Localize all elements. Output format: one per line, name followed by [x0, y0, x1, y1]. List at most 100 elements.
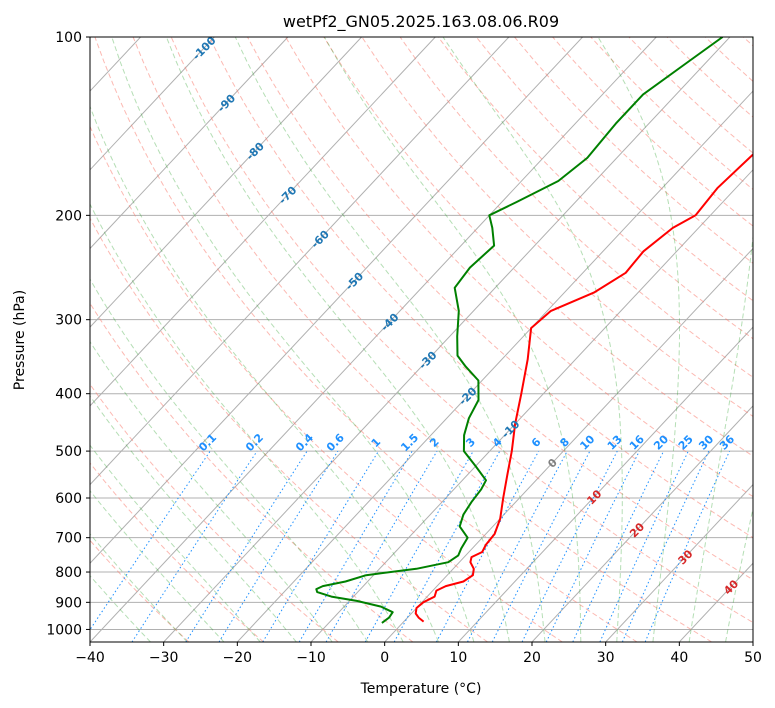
moist-adiabat-line: [688, 37, 753, 642]
moist-adiabat-line: [323, 37, 582, 642]
mixing-ratio-label: 16: [627, 432, 647, 452]
y-tick-label: 400: [55, 387, 82, 403]
moist-adiabat-line: [90, 278, 369, 642]
dry-adiabat-line: [399, 37, 753, 378]
moist-adiabat-line: [90, 105, 439, 642]
y-tick-label: 600: [55, 491, 82, 507]
dry-adiabat-line: [132, 37, 712, 642]
mixing-ratio-line: [644, 450, 731, 642]
isotherm-line: [605, 483, 753, 642]
x-tick-label: −40: [75, 650, 105, 666]
x-tick-label: 20: [523, 650, 541, 666]
y-tick-label: 800: [55, 565, 82, 581]
moist-adiabat-line: [90, 340, 333, 642]
mixing-ratio-line: [262, 450, 379, 642]
mixing-ratio-label: 3: [463, 435, 478, 450]
mixing-ratio-label: 10: [577, 432, 597, 452]
isotherm-line: [457, 326, 753, 642]
dry-adiabat-line: [437, 37, 753, 340]
isotherm-line: [90, 37, 289, 250]
isotherm-line: [90, 37, 657, 642]
moist-adiabat-line: [111, 37, 475, 642]
mixing-ratio-line: [218, 450, 339, 642]
mixing-ratio-line: [467, 450, 568, 642]
mixing-ratio-line: [185, 450, 308, 642]
dry-adiabat-line: [323, 37, 753, 457]
mixing-ratio-line: [521, 450, 618, 642]
x-tick-label: −20: [223, 650, 253, 666]
mixing-ratio-label: 25: [676, 433, 696, 453]
dry-adiabat-line: [247, 37, 753, 539]
y-axis-ticks: 100 200 300 400 500 600 700 800 900 1000: [46, 30, 90, 638]
isotherm-line: [678, 562, 753, 642]
dry-adiabat-line: [90, 383, 339, 642]
isotherm-line: [163, 37, 731, 642]
dry-adiabat-line: [170, 37, 753, 624]
dry-adiabat-line: [704, 37, 753, 83]
dry-adiabat-line: [742, 37, 753, 47]
moist-adiabat-line: [90, 490, 225, 642]
isotherm-line: [752, 641, 753, 642]
moist-adiabat-line: [90, 574, 151, 642]
isotherm-line: [0, 37, 67, 642]
mixing-ratio-label: 8: [557, 435, 572, 450]
dry-adiabat-line: [90, 125, 563, 642]
y-tick-label: 100: [55, 30, 82, 46]
moist-adiabat-line: [90, 395, 297, 642]
moist-adiabat-line: [90, 202, 404, 642]
y-tick-label: 700: [55, 531, 82, 547]
mixing-ratio-line: [491, 450, 591, 642]
mixing-ratio-line: [364, 450, 474, 642]
y-tick-label: 300: [55, 313, 82, 329]
x-axis-label: Temperature (°C): [360, 681, 482, 697]
x-tick-label: 0: [380, 650, 389, 666]
x-tick-label: 50: [744, 650, 762, 666]
mixing-ratio-label: 1: [369, 435, 384, 450]
background-lines: [0, 37, 753, 642]
x-axis-ticks: −40 −30 −20 −10 0 10 20 30 40 50: [75, 642, 762, 666]
moist-adiabat-line: [90, 533, 188, 642]
dry-adiabat-line: [285, 37, 753, 498]
mixing-ratio-label: 6: [529, 435, 544, 450]
moist-adiabat-line: [234, 37, 546, 642]
moist-adiabat-line: [442, 37, 623, 642]
moist-adiabat-line: [165, 37, 510, 642]
x-tick-label: 10: [449, 650, 467, 666]
y-tick-label: 1000: [46, 622, 82, 638]
mixing-ratio-label: 20: [651, 432, 671, 452]
moist-adiabat-line: [597, 37, 680, 642]
x-tick-label: 40: [670, 650, 688, 666]
mixing-ratio-label: 36: [717, 432, 737, 452]
isotherm-line: [384, 247, 753, 642]
isotherm-line: [531, 405, 753, 642]
mixing-ratio-line: [131, 450, 258, 642]
isotherm-line: [236, 90, 753, 642]
x-tick-label: 30: [597, 650, 615, 666]
isotherm-line: [90, 37, 436, 407]
isotherm-line: [90, 37, 362, 328]
x-tick-label: −10: [296, 650, 326, 666]
dry-adiabat-line: [90, 539, 190, 642]
x-tick-label: −30: [149, 650, 179, 666]
moist-adiabat-line: [725, 506, 753, 642]
dry-adiabat-line: [90, 302, 414, 642]
dry-adiabat-line: [94, 37, 638, 642]
mixing-ratio-line: [599, 450, 689, 642]
isotherm-line: [90, 37, 583, 564]
isotherm-line: [90, 37, 510, 486]
mixing-ratio-line: [621, 450, 710, 642]
temperature-profile-line: [414, 153, 753, 623]
mixing-ratio-label: 30: [696, 432, 716, 452]
y-axis-label: Pressure (hPa): [12, 290, 28, 390]
dewpoint-profile-line: [315, 37, 724, 624]
mixing-ratio-line: [435, 450, 540, 642]
mixing-ratio-line: [90, 450, 211, 631]
y-tick-label: 500: [55, 444, 82, 460]
sounding-profiles: [315, 37, 753, 624]
y-tick-label: 900: [55, 595, 82, 611]
dry-adiabat-line: [90, 217, 488, 642]
y-tick-label: 200: [55, 208, 82, 224]
plot-frame: [89, 36, 754, 643]
dry-adiabat-line: [90, 462, 264, 642]
